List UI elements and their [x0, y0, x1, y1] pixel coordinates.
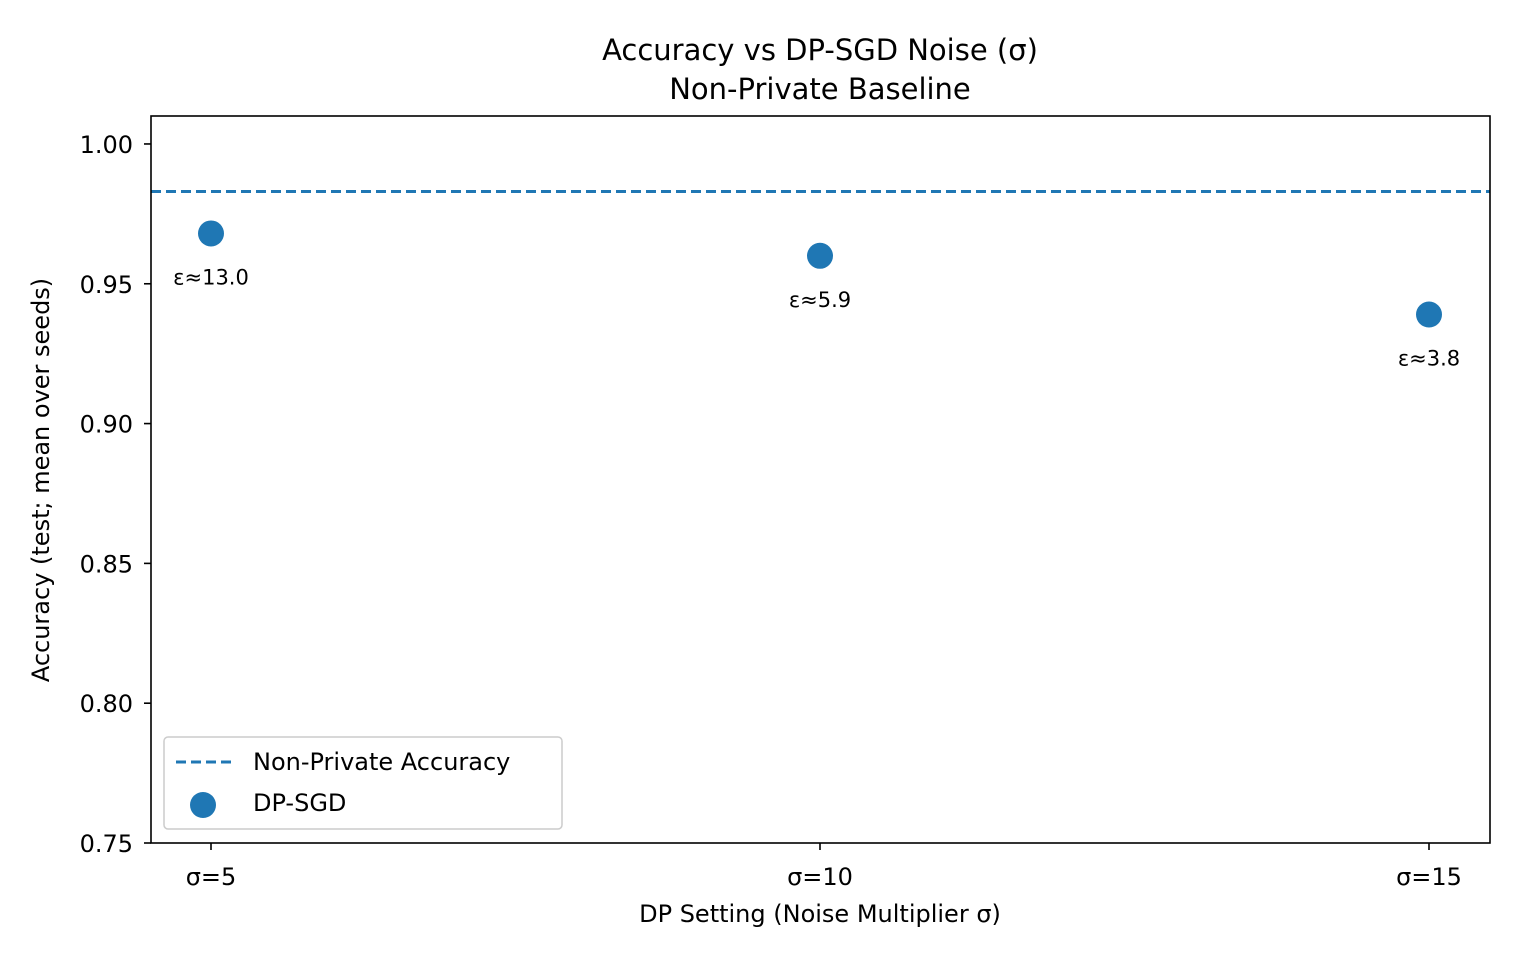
- legend-dp-sgd-swatch: [190, 792, 216, 818]
- data-point: [807, 242, 833, 269]
- chart-title: Accuracy vs DP-SGD Noise (σ): [602, 33, 1038, 67]
- legend: Non-Private Accuracy DP-SGD: [163, 736, 563, 830]
- data-point: [1416, 301, 1442, 328]
- epsilon-annotation: ε≈13.0: [173, 265, 249, 289]
- legend-baseline-label: Non-Private Accuracy: [253, 748, 510, 776]
- y-tick-label: 0.85: [80, 550, 133, 578]
- y-tick-label: 0.80: [80, 690, 133, 718]
- plot-frame: [150, 115, 1491, 844]
- x-tick-label: σ=10: [787, 863, 853, 891]
- epsilon-annotation: ε≈5.9: [789, 288, 851, 312]
- epsilon-annotation: ε≈3.8: [1398, 347, 1460, 371]
- legend-dp-sgd-label: DP-SGD: [253, 789, 346, 817]
- legend-box: [163, 736, 563, 830]
- y-tick-label: 0.90: [80, 411, 133, 439]
- data-point: [198, 220, 224, 247]
- plot-area: 0.75 0.80 0.85 0.90 0.95 1.00 σ=5 σ=10 σ=15 ε≈13.…: [80, 131, 1490, 891]
- x-axis-label: DP Setting (Noise Multiplier σ): [639, 900, 1001, 928]
- x-tick-label: σ=15: [1396, 863, 1462, 891]
- x-tick-label: σ=5: [186, 863, 237, 891]
- y-axis-label: Accuracy (test; mean over seeds): [27, 278, 55, 682]
- y-tick-label: 0.95: [80, 271, 133, 299]
- y-tick-label: 1.00: [80, 131, 133, 159]
- chart-subtitle: Non-Private Baseline: [669, 72, 971, 106]
- y-tick-label: 0.75: [80, 830, 133, 858]
